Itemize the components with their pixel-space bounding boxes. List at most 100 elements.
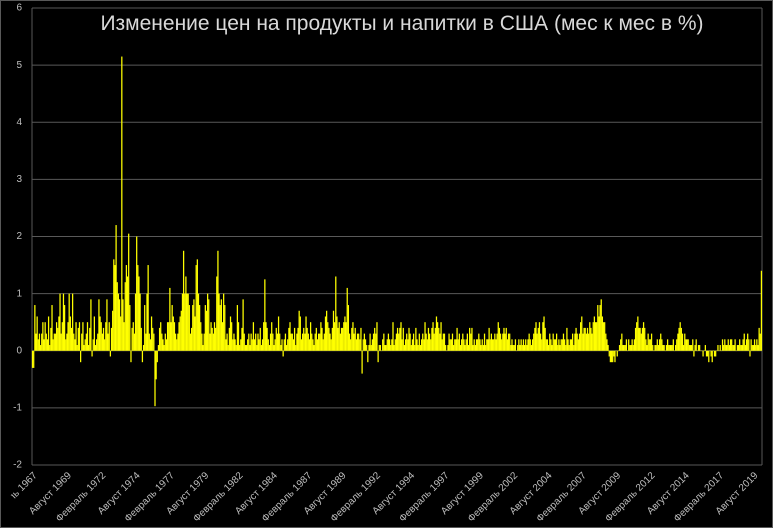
bar <box>422 333 424 351</box>
bar <box>458 333 460 351</box>
bar <box>223 293 225 351</box>
bar <box>59 293 61 351</box>
bar <box>177 333 179 351</box>
bar <box>647 333 649 351</box>
bar <box>156 350 158 363</box>
bar <box>79 350 82 363</box>
bar <box>164 333 166 351</box>
bar <box>470 333 472 351</box>
bar <box>503 327 505 351</box>
bar <box>257 333 259 351</box>
bar <box>562 333 565 351</box>
bar <box>83 345 85 351</box>
bar <box>499 333 502 351</box>
bar <box>733 345 735 351</box>
bar <box>648 339 650 351</box>
bar <box>584 327 586 351</box>
bar <box>731 339 733 351</box>
bar <box>416 339 418 351</box>
bar <box>106 299 108 351</box>
bar <box>285 345 288 351</box>
bar <box>126 276 129 351</box>
bar <box>200 322 202 351</box>
bar <box>471 327 473 351</box>
bar <box>521 345 523 351</box>
bar <box>122 299 124 351</box>
bar <box>374 327 376 351</box>
bar <box>608 350 610 357</box>
bar <box>69 316 71 351</box>
bar <box>347 305 350 351</box>
bar <box>352 322 354 351</box>
bar <box>39 345 42 351</box>
bar <box>578 333 581 351</box>
bar <box>622 345 624 351</box>
bar <box>489 339 491 351</box>
bar <box>81 333 83 351</box>
bar <box>197 293 200 351</box>
bar <box>399 327 401 351</box>
bar <box>243 333 245 351</box>
bar <box>711 350 713 363</box>
bar <box>323 333 325 351</box>
bar <box>204 305 206 351</box>
bar <box>488 327 490 351</box>
bar <box>130 350 132 363</box>
bar <box>568 345 570 351</box>
bar <box>496 333 498 351</box>
bar <box>509 333 511 351</box>
bar <box>623 345 625 351</box>
bar <box>569 339 571 351</box>
bar <box>47 316 50 351</box>
bar <box>534 327 536 351</box>
bar <box>367 350 369 363</box>
bar <box>630 345 632 351</box>
bar <box>487 339 489 351</box>
bar <box>681 333 684 351</box>
bar <box>737 345 740 351</box>
bar <box>213 322 216 351</box>
bar <box>155 350 157 380</box>
bar <box>261 339 264 351</box>
bar <box>38 333 41 351</box>
bar <box>51 305 53 351</box>
bar <box>362 339 364 351</box>
bar <box>327 322 329 351</box>
bar <box>523 345 526 351</box>
bar <box>663 345 665 351</box>
bar <box>181 293 184 351</box>
bar <box>331 327 333 351</box>
bar <box>115 225 117 351</box>
bar <box>419 345 422 351</box>
bar <box>94 345 97 351</box>
bar <box>264 279 266 351</box>
bar <box>324 316 327 351</box>
bar <box>490 333 493 351</box>
bar <box>449 339 451 351</box>
bar <box>454 339 456 351</box>
bar <box>566 327 568 351</box>
bar <box>600 299 602 351</box>
bar <box>668 345 670 351</box>
bar <box>308 339 311 351</box>
bar <box>453 345 455 351</box>
bar <box>612 350 614 363</box>
bar <box>628 339 630 351</box>
bar <box>408 327 410 351</box>
bar <box>624 345 626 351</box>
bar <box>229 316 232 351</box>
bar <box>655 345 657 351</box>
bar <box>194 316 196 351</box>
bar <box>745 339 748 351</box>
bar <box>174 333 177 351</box>
bar <box>736 345 739 351</box>
bar <box>328 327 330 351</box>
bar <box>338 322 340 351</box>
bar <box>55 322 58 351</box>
bar <box>597 305 599 351</box>
bar <box>551 345 553 351</box>
bar <box>744 345 747 351</box>
bar <box>625 339 628 351</box>
bar <box>593 316 596 351</box>
